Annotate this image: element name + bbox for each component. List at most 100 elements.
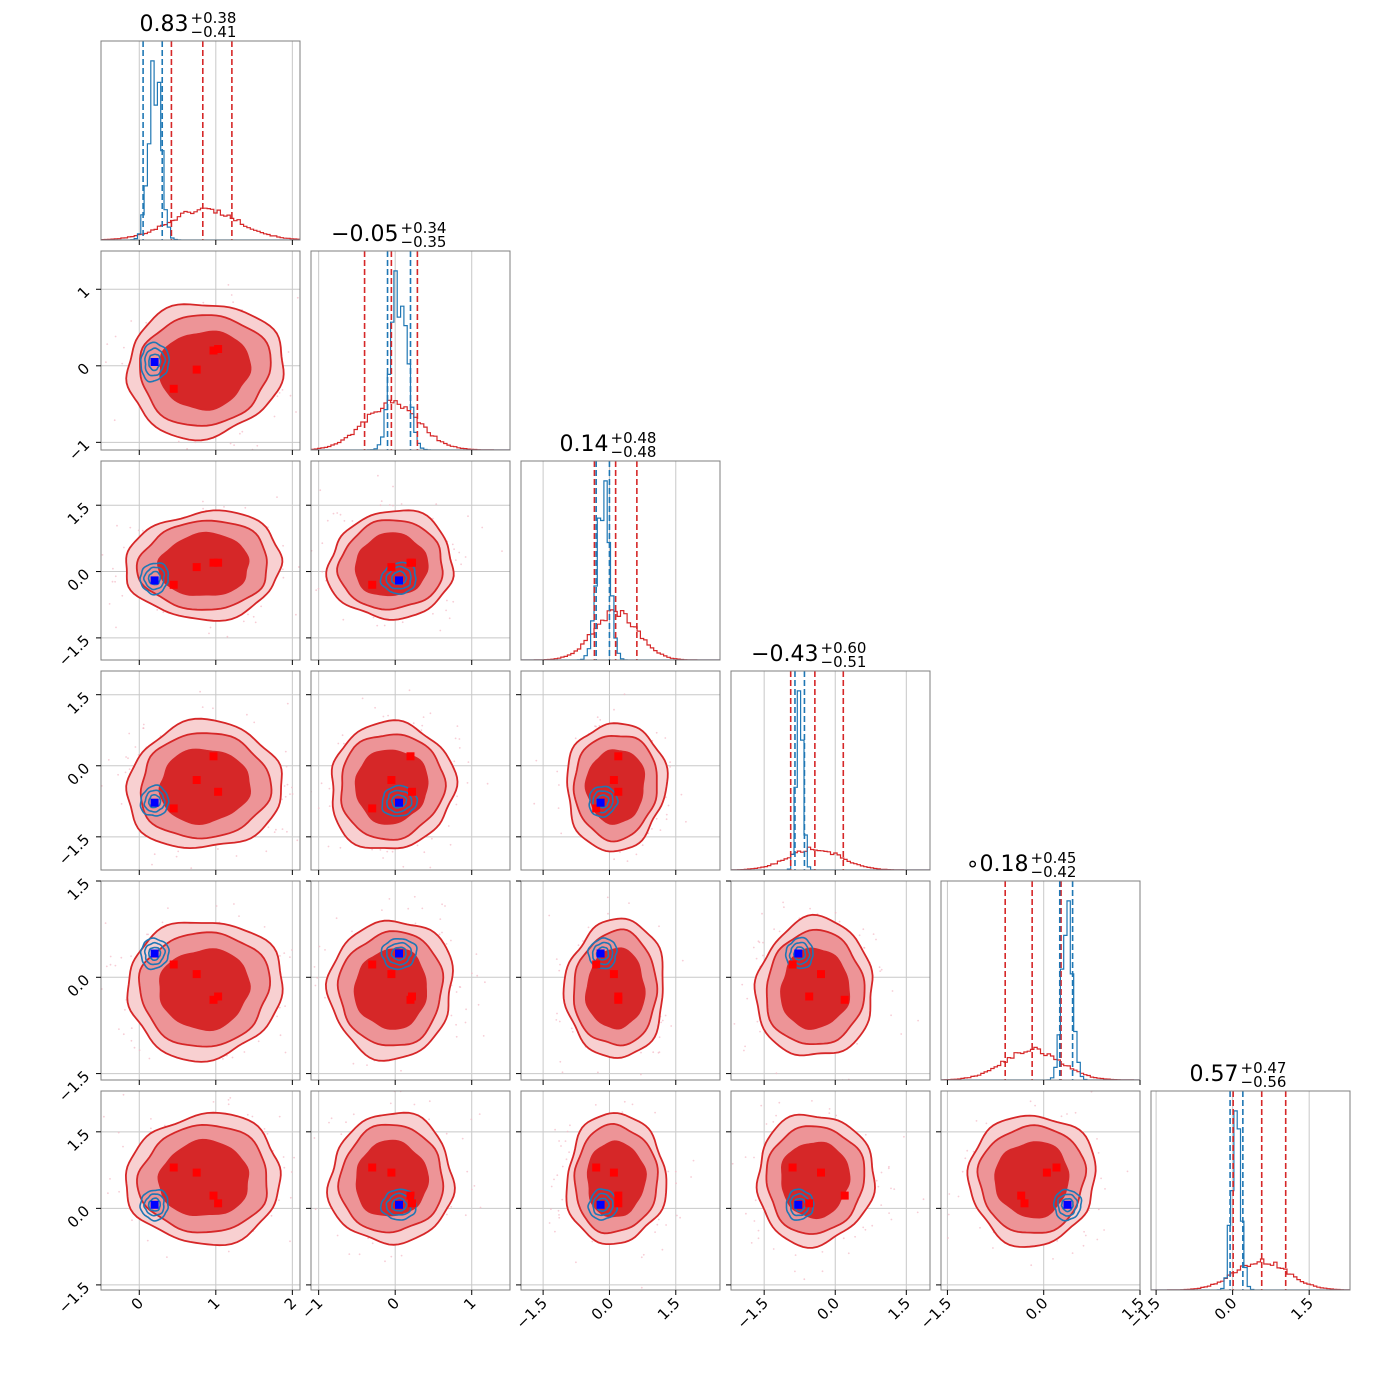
scatter-dot: [559, 1060, 562, 1063]
scatter-dot: [167, 907, 169, 909]
scatter-dot: [177, 440, 180, 443]
scatter-dot: [401, 621, 404, 624]
contour-panel-3-1: [306, 670, 511, 875]
scatter-dot: [640, 1073, 642, 1076]
y-tick-label-4-1: 0.0: [64, 971, 94, 1001]
scatter-dot: [304, 1188, 306, 1190]
sample-marker-2: [840, 1191, 849, 1200]
scatter-dot: [454, 559, 457, 561]
sample-marker-2: [614, 752, 623, 761]
scatter-dot: [104, 922, 107, 924]
scatter-dot: [992, 1247, 994, 1249]
scatter-dot: [374, 706, 376, 709]
sample-marker-3: [614, 787, 623, 796]
truth-marker: [150, 949, 159, 958]
scatter-dot: [535, 759, 538, 762]
contour-panel-3-2: [516, 670, 721, 875]
scatter-dot: [821, 1251, 824, 1253]
posterior-contour-0: [588, 785, 619, 818]
scatter-dot: [1103, 1229, 1105, 1231]
scatter-dot: [233, 903, 235, 905]
scatter-dot: [388, 898, 391, 900]
scatter-dot: [97, 316, 99, 318]
scatter-dot: [455, 803, 458, 806]
scatter-dot: [470, 1188, 473, 1191]
scatter-dot: [623, 693, 626, 696]
scatter-dot: [114, 335, 117, 338]
scatter-dot: [295, 613, 297, 616]
panel-frame: [730, 880, 931, 1081]
scatter-dot: [124, 771, 127, 774]
scatter-dot: [690, 1176, 692, 1178]
scatter-dot: [854, 1235, 856, 1238]
sample-marker-2: [614, 1191, 623, 1200]
scatter-dot: [481, 526, 484, 529]
scatter-dot: [455, 991, 458, 993]
scatter-dot: [623, 1100, 626, 1103]
scatter-dot: [215, 905, 218, 907]
hist-panel-1: −0.05 +0.34−0.35: [310, 219, 511, 455]
scatter-dot: [312, 601, 314, 603]
scatter-dot: [1083, 1230, 1085, 1233]
scatter-dot: [423, 1081, 425, 1083]
posterior-contour-1: [592, 1192, 614, 1217]
scatter-dot: [130, 320, 133, 322]
scatter-dot: [420, 729, 423, 732]
posterior-contour-0: [1052, 1188, 1083, 1222]
scatter-dot: [400, 1254, 403, 1257]
contour-panel-5-1: −1 0 1: [280, 1090, 511, 1322]
scatter-dot: [118, 1028, 120, 1030]
contour-panel-1-0: −1 0 1: [65, 250, 306, 464]
scatter-dot: [654, 1231, 656, 1233]
posterior-contour-0: [139, 562, 170, 596]
scatter-dot: [556, 1174, 559, 1177]
contour-panel-4-3: [726, 880, 931, 1085]
sample-marker-3: [214, 1199, 223, 1208]
scatter-dot: [772, 1248, 775, 1250]
posterior-contour-0: [379, 1188, 417, 1221]
scatter-dot: [304, 387, 306, 389]
scatter-dot: [985, 1122, 988, 1125]
scatter-dot: [445, 609, 447, 612]
scatter-dot: [745, 1212, 747, 1215]
scatter-dot: [223, 506, 225, 508]
scatter-dot: [96, 308, 98, 310]
scatter-dot: [619, 851, 621, 853]
scatter-dot: [276, 496, 278, 498]
scatter-dot: [484, 981, 486, 984]
scatter-dot: [446, 1213, 448, 1216]
scatter-dot: [556, 770, 559, 773]
posterior-contour-2: [793, 946, 807, 961]
y-tick-label-5-1: 0.0: [64, 1202, 94, 1232]
scatter-dot: [864, 1133, 867, 1136]
scatter-dot: [872, 933, 875, 935]
scatter-dot: [862, 1226, 865, 1229]
scatter-dot: [947, 1237, 949, 1239]
scatter-dot: [254, 621, 257, 624]
scatter-dot: [114, 575, 117, 578]
scatter-dot: [665, 1224, 667, 1226]
scatter-dot: [327, 845, 330, 848]
scatter-dot: [105, 965, 108, 968]
y-tick-label-2-1: 0.0: [64, 565, 94, 595]
scatter-dot: [661, 1248, 664, 1251]
scatter-dot: [280, 1137, 282, 1139]
scatter-dot: [309, 828, 311, 830]
scatter-dot: [558, 969, 561, 972]
scatter-dot: [88, 958, 90, 960]
scatter-dot: [289, 549, 291, 551]
scatter-dot: [330, 1117, 333, 1120]
scatter-dot: [263, 1128, 266, 1130]
scatter-dot: [324, 996, 326, 999]
scatter-dot: [252, 615, 255, 618]
sample-marker-3: [408, 992, 416, 1001]
scatter-dot: [148, 1057, 151, 1060]
scatter-dot: [133, 1046, 136, 1049]
scatter-dot: [246, 713, 248, 716]
scatter-dot: [772, 1121, 775, 1123]
scatter-dot: [587, 926, 590, 929]
scatter-dot: [222, 1058, 224, 1060]
scatter-dot: [548, 1222, 551, 1224]
scatter-dot: [62, 555, 64, 557]
scatter-dot: [107, 759, 110, 761]
